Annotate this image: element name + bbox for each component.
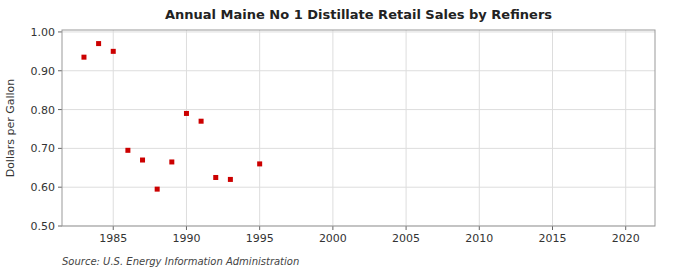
x-tick xyxy=(625,226,626,230)
x-grid-line xyxy=(552,30,553,226)
point xyxy=(199,119,204,124)
y-grid-line xyxy=(62,31,655,32)
axes: 1985 1990 1995 2000 2005 2010 2015 2020 0.50 0.60… xyxy=(31,26,656,245)
x-tick xyxy=(479,226,480,230)
y-tick-label: 0.80 xyxy=(31,104,56,117)
point xyxy=(81,55,86,60)
point xyxy=(228,177,233,182)
chart: 1985 1990 1995 2000 2005 2010 2015 2020 0.50 0.60… xyxy=(0,0,675,275)
point xyxy=(257,161,262,166)
y-grid-line xyxy=(62,148,655,149)
x-tick-label: 2010 xyxy=(465,232,493,245)
grid xyxy=(62,30,655,226)
source-note: Source: U.S. Energy Information Administ… xyxy=(62,256,299,267)
x-tick xyxy=(186,226,187,230)
point xyxy=(184,111,189,116)
plot-frame xyxy=(62,30,655,226)
x-grid-line xyxy=(332,30,333,226)
y-grid-line xyxy=(62,70,655,71)
point xyxy=(125,148,130,153)
x-tick-label: 1990 xyxy=(172,232,200,245)
y-axis-label: Dollars per Gallon xyxy=(4,79,17,178)
x-tick-label: 1995 xyxy=(246,232,274,245)
x-grid-line xyxy=(186,30,187,226)
y-tick-label: 0.60 xyxy=(31,181,56,194)
y-tick xyxy=(58,226,62,227)
x-tick-label: 2020 xyxy=(612,232,640,245)
y-tick xyxy=(58,187,62,188)
x-grid-line xyxy=(479,30,480,226)
x-grid-line xyxy=(259,30,260,226)
x-tick xyxy=(552,226,553,230)
y-tick-label: 1.00 xyxy=(31,26,56,39)
x-tick-label: 2015 xyxy=(539,232,567,245)
y-tick xyxy=(58,70,62,71)
title: Annual Maine No 1 Distillate Retail Sale… xyxy=(165,7,552,22)
point xyxy=(96,41,101,46)
x-tick xyxy=(259,226,260,230)
y-grid-line xyxy=(62,109,655,110)
y-tick xyxy=(58,109,62,110)
y-grid-line xyxy=(62,187,655,188)
point xyxy=(213,175,218,180)
y-tick-label: 0.50 xyxy=(31,220,56,233)
x-grid-line xyxy=(406,30,407,226)
x-tick-label: 1985 xyxy=(99,232,127,245)
point xyxy=(111,49,116,54)
x-tick xyxy=(406,226,407,230)
y-tick-label: 0.70 xyxy=(31,142,56,155)
points xyxy=(81,41,262,192)
point xyxy=(140,158,145,163)
x-tick-label: 2005 xyxy=(392,232,420,245)
y-tick xyxy=(58,148,62,149)
x-tick xyxy=(113,226,114,230)
y-tick xyxy=(58,31,62,32)
point xyxy=(155,187,160,192)
x-grid-line xyxy=(113,30,114,226)
x-tick-label: 2000 xyxy=(319,232,347,245)
y-tick-label: 0.90 xyxy=(31,65,56,78)
x-grid-line xyxy=(625,30,626,226)
x-tick xyxy=(332,226,333,230)
point xyxy=(169,159,174,164)
